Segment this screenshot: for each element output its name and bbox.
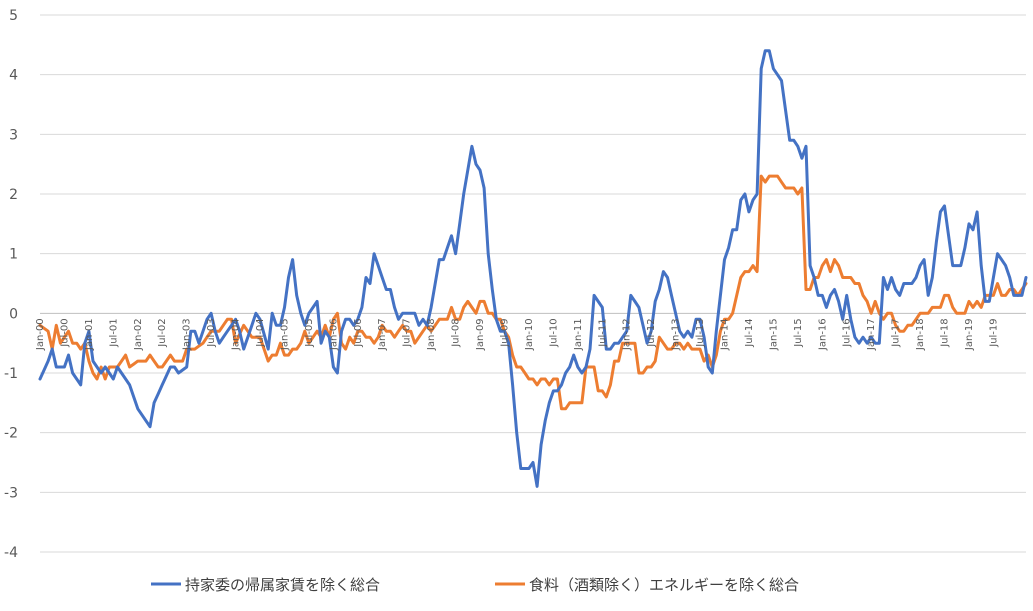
y-tick-label: -2 bbox=[4, 426, 18, 442]
x-tick-label: Jan-17 bbox=[866, 318, 877, 351]
x-tick-label: Jul-04 bbox=[255, 318, 266, 347]
x-tick-label: Jan-16 bbox=[817, 318, 828, 351]
x-tick-label: Jan-08 bbox=[426, 318, 437, 351]
x-tick-label: Jul-06 bbox=[353, 318, 364, 347]
x-tick-label: Jan-06 bbox=[328, 318, 339, 351]
x-tick-label: Jul-15 bbox=[793, 318, 804, 347]
x-tick-label: Jul-18 bbox=[940, 318, 951, 347]
x-tick-label: Jul-10 bbox=[548, 318, 559, 347]
gridlines bbox=[40, 14, 1026, 553]
x-tick-label: Jul-16 bbox=[842, 318, 853, 347]
x-tick-label: Jul-14 bbox=[744, 318, 755, 347]
x-tick-label: Jan-14 bbox=[719, 318, 730, 351]
x-tick-label: Jul-00 bbox=[59, 318, 70, 347]
series-line-2 bbox=[38, 174, 1028, 411]
x-tick-label: Jul-11 bbox=[597, 318, 608, 347]
series-lines bbox=[38, 49, 1028, 488]
y-tick-label: 5 bbox=[9, 8, 18, 24]
x-tick-label: Jul-09 bbox=[499, 318, 510, 347]
y-axis-tick-labels: -4 -3 -2 -1 0 1 2 3 4 5 bbox=[4, 8, 18, 561]
x-tick-label: Jan-10 bbox=[524, 318, 535, 351]
y-tick-label: 4 bbox=[9, 68, 18, 84]
legend: 持家委の帰属家賃を除く総合 食料（酒類除く）エネルギーを除く総合 bbox=[151, 576, 799, 594]
y-tick-label: -1 bbox=[4, 366, 18, 382]
x-tick-label: Jul-12 bbox=[646, 318, 657, 347]
x-tick-label: Jan-11 bbox=[573, 318, 584, 351]
legend-label-series-1: 持家委の帰属家賃を除く総合 bbox=[185, 576, 380, 594]
x-tick-label: Jan-05 bbox=[279, 318, 290, 351]
x-tick-label: Jan-19 bbox=[964, 318, 975, 351]
x-tick-label: Jan-18 bbox=[915, 318, 926, 351]
x-tick-label: Jan-12 bbox=[622, 318, 633, 351]
y-tick-label: 1 bbox=[9, 247, 18, 263]
x-tick-label: Jan-03 bbox=[182, 318, 193, 351]
y-tick-label: 2 bbox=[9, 187, 18, 203]
x-tick-label: Jul-07 bbox=[402, 318, 413, 347]
x-tick-label: Jul-17 bbox=[891, 318, 902, 347]
y-tick-label: -4 bbox=[4, 545, 18, 561]
x-tick-label: Jan-15 bbox=[768, 318, 779, 351]
y-tick-label: 0 bbox=[9, 306, 18, 322]
x-tick-label: Jan-02 bbox=[133, 318, 144, 351]
x-tick-label: Jan-09 bbox=[475, 318, 486, 351]
y-tick-label: 3 bbox=[9, 127, 18, 143]
x-tick-label: Jul-03 bbox=[206, 318, 217, 347]
series-line-1 bbox=[38, 49, 1028, 488]
x-tick-label: Jul-13 bbox=[695, 318, 706, 347]
x-tick-label: Jul-05 bbox=[304, 318, 315, 347]
x-tick-label: Jul-02 bbox=[157, 318, 168, 347]
legend-label-series-2: 食料（酒類除く）エネルギーを除く総合 bbox=[529, 576, 799, 594]
x-tick-label: Jan-07 bbox=[377, 318, 388, 351]
x-tick-label: Jan-13 bbox=[671, 318, 682, 351]
x-tick-label: Jul-08 bbox=[451, 318, 462, 347]
x-axis-tick-labels: Jan-00 Jul-00 Jan-01 Jul-01 Jan-02 Jul-02 Jan-… bbox=[35, 318, 999, 351]
x-tick-label: Jul-19 bbox=[988, 318, 999, 347]
x-tick-label: Jan-01 bbox=[84, 318, 95, 351]
y-tick-label: -3 bbox=[4, 485, 18, 501]
x-tick-label: Jan-00 bbox=[35, 318, 46, 351]
x-tick-label: Jul-01 bbox=[108, 318, 119, 347]
x-tick-label: Jan-04 bbox=[231, 318, 242, 351]
